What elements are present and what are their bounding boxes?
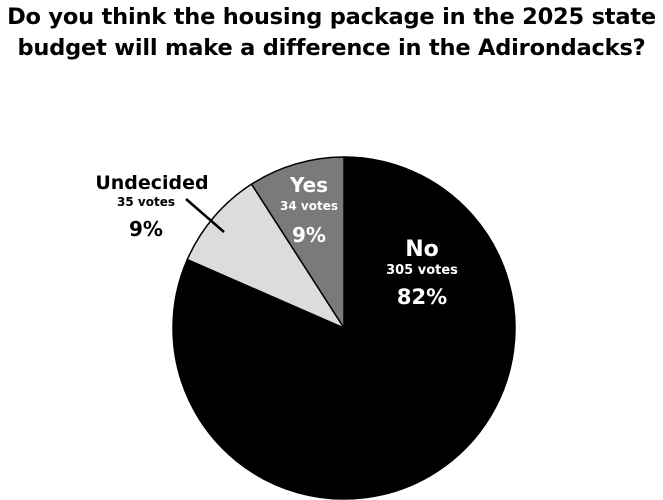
chart-title: Do you think the housing package in the … (0, 2, 663, 64)
slice-votes-undecided: 35 votes (117, 195, 175, 209)
slice-label-no: No (405, 237, 439, 262)
slice-label-undecided: Undecided (95, 172, 208, 194)
chart-title-line-1: Do you think the housing package in the … (7, 4, 656, 30)
undecided-leader-line (185, 198, 225, 233)
slice-percent-yes: 9% (292, 223, 326, 247)
slice-percent-no: 82% (397, 285, 447, 309)
pie-slice-yes (250, 156, 345, 331)
slice-votes-yes: 34 votes (280, 199, 338, 213)
slice-label-yes: Yes (289, 173, 328, 197)
pie-slice-undecided (186, 183, 346, 330)
slice-votes-no: 305 votes (386, 263, 458, 278)
chart-title-line-2: budget will make a difference in the Adi… (17, 35, 646, 61)
slice-percent-undecided: 9% (129, 217, 163, 241)
pie-slices (172, 156, 516, 500)
